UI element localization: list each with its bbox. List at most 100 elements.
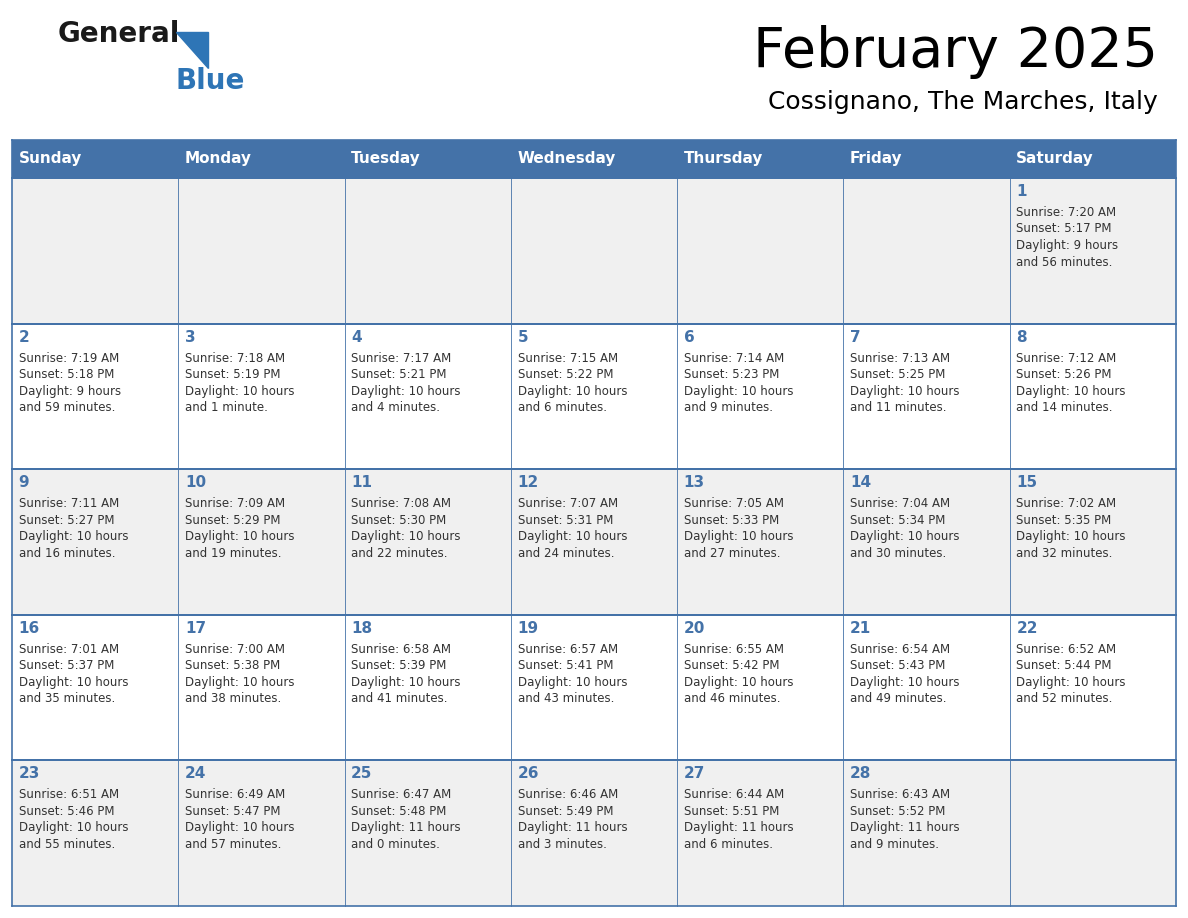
Text: 19: 19 [518,621,538,636]
Text: 18: 18 [352,621,372,636]
Text: Sunrise: 7:17 AM: Sunrise: 7:17 AM [352,352,451,364]
Text: Sunset: 5:41 PM: Sunset: 5:41 PM [518,659,613,672]
Text: Sunrise: 7:00 AM: Sunrise: 7:00 AM [185,643,285,655]
Text: Blue: Blue [176,67,246,95]
Text: 15: 15 [1017,476,1037,490]
Text: 3: 3 [185,330,196,344]
Text: 4: 4 [352,330,362,344]
Bar [1010,178,1176,324]
Text: Sunrise: 6:43 AM: Sunrise: 6:43 AM [851,789,950,801]
Text: Sunset: 5:46 PM: Sunset: 5:46 PM [19,805,114,818]
Text: and 4 minutes.: and 4 minutes. [352,401,441,414]
Bar [511,760,677,906]
Bar [843,615,1010,760]
Bar [12,178,178,324]
Text: 28: 28 [851,767,872,781]
Text: Sunrise: 7:08 AM: Sunrise: 7:08 AM [352,498,451,510]
Text: 1: 1 [1017,184,1026,199]
Text: 20: 20 [684,621,706,636]
Bar [12,469,178,615]
Bar [345,140,511,178]
Text: 12: 12 [518,476,539,490]
Text: 7: 7 [851,330,860,344]
Text: and 35 minutes.: and 35 minutes. [19,692,115,705]
Text: and 22 minutes.: and 22 minutes. [352,547,448,560]
Text: Sunset: 5:47 PM: Sunset: 5:47 PM [185,805,280,818]
Text: Sunset: 5:26 PM: Sunset: 5:26 PM [1017,368,1112,381]
Bar [12,140,178,178]
Bar [843,760,1010,906]
Text: Sunrise: 7:01 AM: Sunrise: 7:01 AM [19,643,119,655]
Bar [677,324,843,469]
Text: and 38 minutes.: and 38 minutes. [185,692,282,705]
Bar [1010,615,1176,760]
Text: 22: 22 [1017,621,1038,636]
Text: Sunday: Sunday [19,151,82,166]
Text: Sunrise: 7:14 AM: Sunrise: 7:14 AM [684,352,784,364]
Text: Monday: Monday [185,151,252,166]
Text: and 19 minutes.: and 19 minutes. [185,547,282,560]
Text: Daylight: 11 hours: Daylight: 11 hours [352,822,461,834]
Text: 26: 26 [518,767,539,781]
Text: Daylight: 10 hours: Daylight: 10 hours [19,676,128,688]
Text: Daylight: 9 hours: Daylight: 9 hours [19,385,121,397]
Text: and 43 minutes.: and 43 minutes. [518,692,614,705]
Text: Sunrise: 6:52 AM: Sunrise: 6:52 AM [1017,643,1117,655]
Text: Cossignano, The Marches, Italy: Cossignano, The Marches, Italy [769,90,1158,114]
Text: Sunset: 5:25 PM: Sunset: 5:25 PM [851,368,946,381]
Bar [677,760,843,906]
Text: Daylight: 10 hours: Daylight: 10 hours [19,531,128,543]
Text: and 27 minutes.: and 27 minutes. [684,547,781,560]
Text: Sunset: 5:52 PM: Sunset: 5:52 PM [851,805,946,818]
Text: and 9 minutes.: and 9 minutes. [851,838,939,851]
Text: Daylight: 10 hours: Daylight: 10 hours [1017,531,1126,543]
Bar [345,760,511,906]
Text: and 6 minutes.: and 6 minutes. [684,838,773,851]
Text: Tuesday: Tuesday [352,151,421,166]
Text: 24: 24 [185,767,207,781]
Bar [12,324,178,469]
Text: and 32 minutes.: and 32 minutes. [1017,547,1113,560]
Bar [511,140,677,178]
Text: 25: 25 [352,767,373,781]
Text: Daylight: 10 hours: Daylight: 10 hours [352,676,461,688]
Text: and 41 minutes.: and 41 minutes. [352,692,448,705]
Polygon shape [176,32,208,68]
Text: Sunset: 5:33 PM: Sunset: 5:33 PM [684,514,779,527]
Text: Daylight: 10 hours: Daylight: 10 hours [1017,676,1126,688]
Text: 14: 14 [851,476,871,490]
Text: Wednesday: Wednesday [518,151,615,166]
Bar [12,615,178,760]
Bar [843,140,1010,178]
Bar [511,469,677,615]
Bar [345,178,511,324]
Text: Daylight: 11 hours: Daylight: 11 hours [518,822,627,834]
Text: Sunset: 5:49 PM: Sunset: 5:49 PM [518,805,613,818]
Text: Daylight: 10 hours: Daylight: 10 hours [684,385,794,397]
Text: and 30 minutes.: and 30 minutes. [851,547,947,560]
Bar [178,140,345,178]
Text: Daylight: 10 hours: Daylight: 10 hours [352,385,461,397]
Text: Sunrise: 6:47 AM: Sunrise: 6:47 AM [352,789,451,801]
Text: Sunrise: 7:20 AM: Sunrise: 7:20 AM [1017,206,1117,219]
Text: 6: 6 [684,330,695,344]
Text: Daylight: 10 hours: Daylight: 10 hours [185,822,295,834]
Text: Daylight: 10 hours: Daylight: 10 hours [851,531,960,543]
Text: Daylight: 10 hours: Daylight: 10 hours [1017,385,1126,397]
Text: 9: 9 [19,476,30,490]
Bar [178,178,345,324]
Text: and 11 minutes.: and 11 minutes. [851,401,947,414]
Text: 21: 21 [851,621,871,636]
Text: Thursday: Thursday [684,151,763,166]
Text: and 14 minutes.: and 14 minutes. [1017,401,1113,414]
Bar [178,615,345,760]
Text: Daylight: 10 hours: Daylight: 10 hours [185,531,295,543]
Text: and 3 minutes.: and 3 minutes. [518,838,606,851]
Bar [511,615,677,760]
Text: Sunset: 5:48 PM: Sunset: 5:48 PM [352,805,447,818]
Text: Daylight: 10 hours: Daylight: 10 hours [19,822,128,834]
Text: Sunset: 5:37 PM: Sunset: 5:37 PM [19,659,114,672]
Text: Sunrise: 7:07 AM: Sunrise: 7:07 AM [518,498,618,510]
Text: Friday: Friday [851,151,903,166]
Text: Sunrise: 7:12 AM: Sunrise: 7:12 AM [1017,352,1117,364]
